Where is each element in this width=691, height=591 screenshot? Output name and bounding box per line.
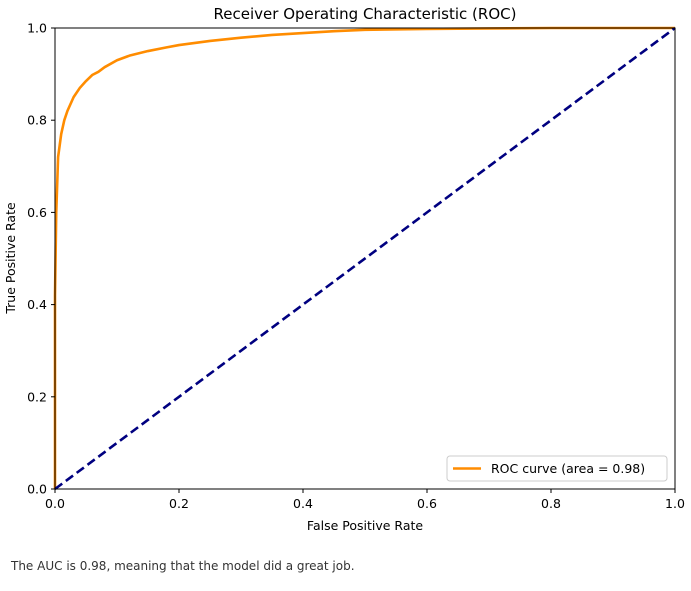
chance-diagonal-line bbox=[54, 26, 676, 491]
legend-box bbox=[446, 455, 668, 482]
plot-frame bbox=[54, 27, 676, 490]
x-tick-label: 0.8 bbox=[541, 496, 561, 511]
y-tick-label: 1.0 bbox=[27, 21, 47, 36]
caption-text: The AUC is 0.98, meaning that the model … bbox=[11, 559, 355, 573]
x-tick-label: 0.4 bbox=[293, 496, 313, 511]
chart-background bbox=[0, 0, 691, 545]
legend-label: ROC curve (area = 0.98) bbox=[491, 461, 645, 476]
y-tick-label: 0.8 bbox=[27, 113, 47, 128]
x-axis-label: False Positive Rate bbox=[307, 518, 423, 533]
roc-chart: Receiver Operating Characteristic (ROC) … bbox=[0, 0, 691, 545]
x-tick-label: 0.0 bbox=[45, 496, 65, 511]
y-tick-label: 0.2 bbox=[27, 389, 47, 404]
y-axis-label: True Positive Rate bbox=[3, 202, 18, 315]
x-tick-label: 0.6 bbox=[417, 496, 437, 511]
x-tick-label: 1.0 bbox=[665, 496, 685, 511]
y-tick-label: 0.6 bbox=[27, 205, 47, 220]
y-tick-label: 0.4 bbox=[27, 297, 47, 312]
plot-content: 0.0 0.2 0.4 0.6 0.8 1.0 0.0 0.2 0.4 0.6 0.8 1.0 ROC … bbox=[27, 21, 685, 512]
chart-title: Receiver Operating Characteristic (ROC) bbox=[214, 5, 517, 23]
y-tick-label: 0.0 bbox=[27, 482, 47, 497]
x-tick-label: 0.2 bbox=[169, 496, 189, 511]
roc-curve-line bbox=[53, 26, 675, 489]
